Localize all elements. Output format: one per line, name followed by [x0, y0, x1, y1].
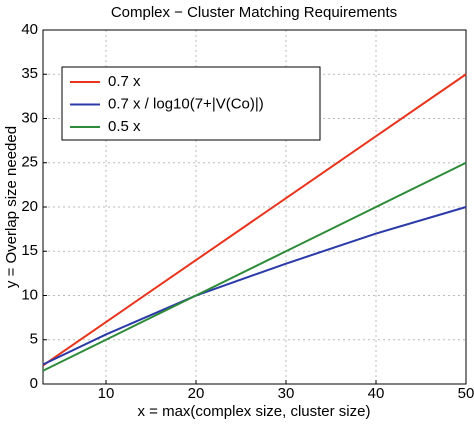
- y-tick-label: 20: [21, 198, 38, 215]
- series-line: [42, 161, 467, 372]
- series-line: [42, 206, 467, 366]
- legend-label: 0.7 x: [108, 73, 141, 90]
- y-tick-label: 25: [21, 154, 38, 171]
- legend-label: 0.5 x: [108, 118, 141, 135]
- x-tick-label: 20: [188, 385, 205, 402]
- y-tick-label: 15: [21, 242, 38, 259]
- x-tick-label: 30: [278, 385, 295, 402]
- x-axis-label: x = max(complex size, cluster size): [138, 403, 371, 420]
- y-tick-label: 10: [21, 286, 38, 303]
- y-tick-label: 35: [21, 65, 38, 82]
- x-tick-label: 40: [368, 385, 385, 402]
- x-tick-label: 50: [458, 385, 474, 402]
- legend-label: 0.7 x / log10(7+|V(Co)|): [108, 95, 264, 112]
- y-tick-label: 5: [30, 331, 38, 348]
- chart-title: Complex − Cluster Matching Requirements: [111, 4, 397, 21]
- series-line: [42, 73, 467, 367]
- y-tick-label: 40: [21, 21, 38, 38]
- legend-box: [61, 66, 321, 141]
- y-tick-label: 30: [21, 109, 38, 126]
- y-tick-label: 0: [30, 375, 38, 392]
- x-tick-label: 10: [98, 385, 115, 402]
- y-axis-label: y = Overlap size needed: [3, 126, 20, 288]
